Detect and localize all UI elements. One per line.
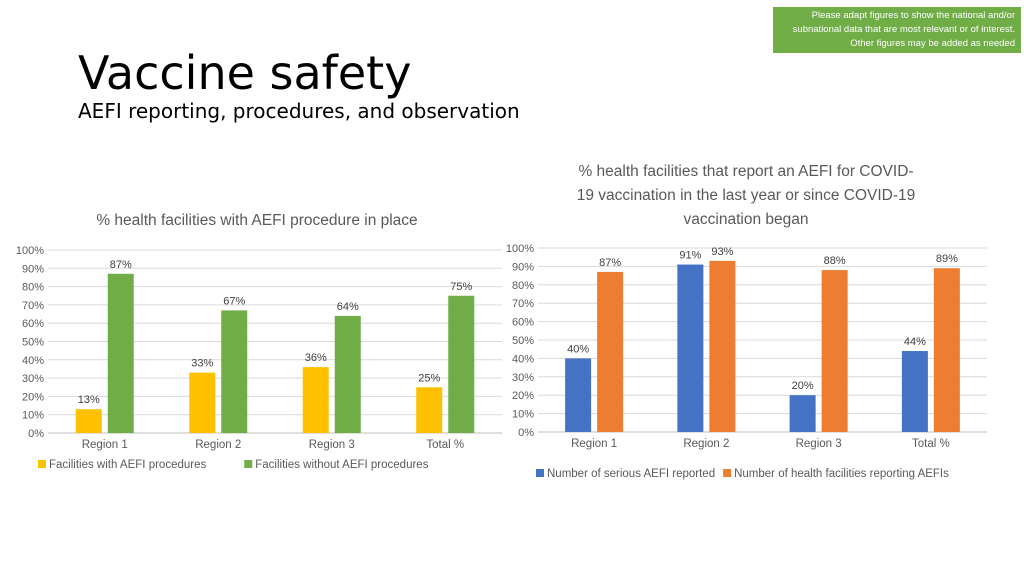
y-tick-label: 40% <box>22 355 44 367</box>
x-tick-label: Total % <box>426 439 464 451</box>
y-tick-label: 90% <box>22 263 44 275</box>
y-tick-label: 100% <box>16 245 44 257</box>
bar <box>565 358 592 432</box>
data-label: 87% <box>599 257 621 269</box>
legend-swatch <box>244 460 253 468</box>
data-label: 36% <box>305 352 327 364</box>
legend-entry: Facilities with AEFI procedures <box>49 459 206 471</box>
y-tick-label: 40% <box>512 353 534 365</box>
chart-title: 19 vaccination in the last year or since… <box>577 187 916 204</box>
y-tick-label: 50% <box>512 335 534 347</box>
x-tick-label: Region 2 <box>195 439 241 451</box>
y-tick-label: 20% <box>512 390 534 402</box>
data-label: 91% <box>679 250 701 262</box>
y-tick-label: 10% <box>512 409 534 421</box>
bar <box>789 395 816 432</box>
x-tick-label: Region 3 <box>796 438 842 450</box>
chart-title: % health facilities that report an AEFI … <box>578 163 913 180</box>
y-tick-label: 60% <box>22 318 44 330</box>
x-tick-label: Region 1 <box>571 438 617 450</box>
bar <box>75 409 102 433</box>
y-tick-label: 70% <box>22 300 44 312</box>
data-label: 40% <box>567 343 589 355</box>
bar <box>933 268 960 432</box>
data-label: 88% <box>824 255 846 267</box>
bar <box>448 295 475 433</box>
data-label: 64% <box>337 301 359 313</box>
data-label: 67% <box>223 295 245 307</box>
x-tick-label: Total % <box>912 438 950 450</box>
data-label: 20% <box>792 380 814 392</box>
y-tick-label: 10% <box>22 410 44 422</box>
slide-subtitle: AEFI reporting, procedures, and observat… <box>78 99 520 123</box>
slide-title: Vaccine safety <box>78 46 412 100</box>
legend-entry: Number of serious AEFI reported <box>547 468 715 480</box>
x-tick-label: Region 3 <box>309 439 355 451</box>
y-tick-label: 50% <box>22 337 44 349</box>
data-label: 87% <box>110 259 132 271</box>
bar <box>221 310 248 433</box>
chart-title: % health facilities with AEFI procedure … <box>96 212 417 229</box>
y-tick-label: 30% <box>22 373 44 385</box>
data-label: 33% <box>191 358 213 370</box>
data-label: 25% <box>418 372 440 384</box>
legend-swatch <box>723 469 732 477</box>
data-label: 93% <box>711 246 733 258</box>
bar <box>821 270 848 432</box>
y-tick-label: 60% <box>512 317 534 329</box>
data-label: 75% <box>450 281 472 293</box>
bar <box>677 264 704 432</box>
y-tick-label: 70% <box>512 298 534 310</box>
y-tick-label: 100% <box>506 243 534 255</box>
chart-title: vaccination began <box>684 211 809 228</box>
procedure-chart: % health facilities with AEFI procedure … <box>16 212 502 471</box>
y-tick-label: 20% <box>22 391 44 403</box>
aefi-reporting-chart: % health facilities that report an AEFI … <box>506 163 987 480</box>
bar <box>709 260 736 432</box>
y-tick-label: 30% <box>512 372 534 384</box>
data-label: 13% <box>78 394 100 406</box>
y-tick-label: 80% <box>512 280 534 292</box>
bar <box>107 273 134 433</box>
x-tick-label: Region 1 <box>82 439 128 451</box>
data-label: 44% <box>904 336 926 348</box>
bar <box>189 372 216 433</box>
y-tick-label: 80% <box>22 282 44 294</box>
bar <box>302 367 329 433</box>
legend-swatch <box>536 469 544 477</box>
data-label: 89% <box>936 253 958 265</box>
y-tick-label: 0% <box>28 428 44 440</box>
legend-entry: Number of health facilities reporting AE… <box>734 468 949 480</box>
bar <box>334 315 361 433</box>
y-tick-label: 0% <box>518 427 534 439</box>
legend-entry: Facilities without AEFI procedures <box>255 459 428 471</box>
legend-swatch <box>38 460 46 468</box>
bar <box>901 351 928 432</box>
bar <box>416 387 443 433</box>
adaptation-note: Please adapt figures to show the nationa… <box>773 7 1021 53</box>
bar <box>597 271 624 432</box>
x-tick-label: Region 2 <box>683 438 729 450</box>
y-tick-label: 90% <box>512 261 534 273</box>
